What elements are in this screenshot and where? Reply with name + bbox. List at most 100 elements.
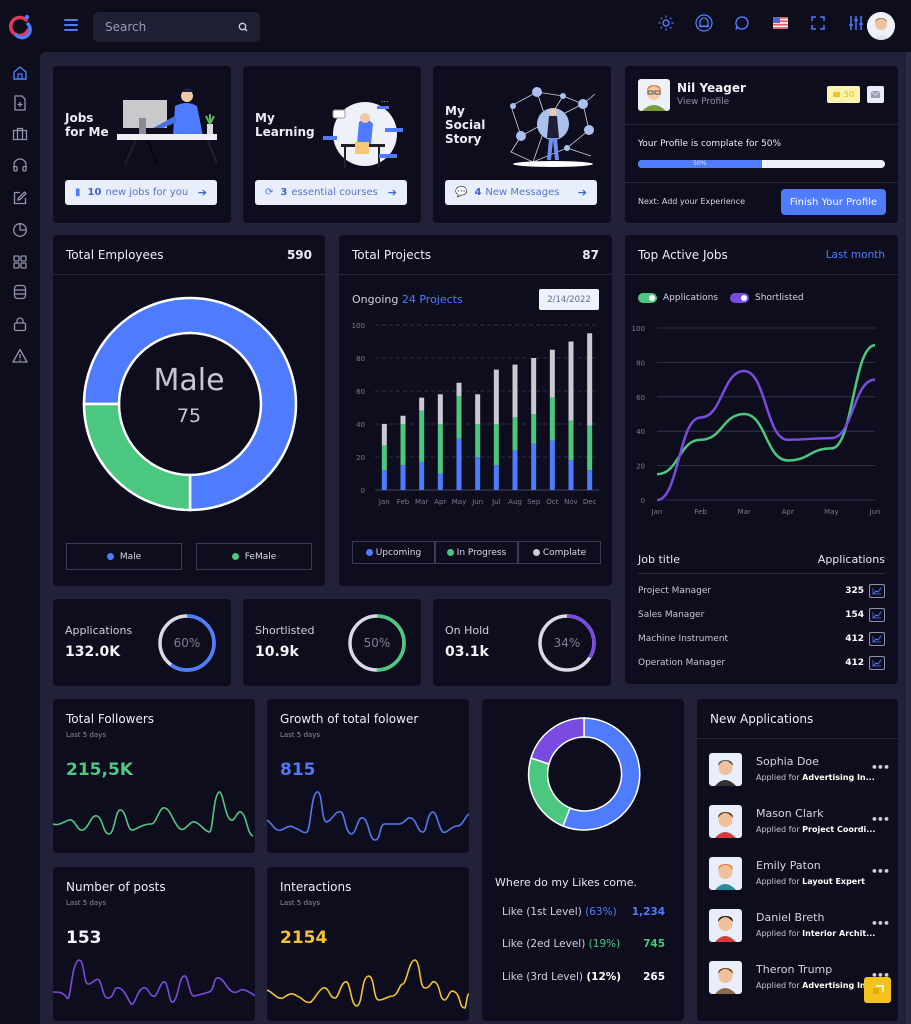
stat-label: On Hold: [445, 624, 490, 637]
legend-male[interactable]: Male: [66, 543, 182, 570]
application-item[interactable]: Mason Clark Applied for Project Coordi...…: [709, 805, 897, 839]
upcoming-dot-icon: [365, 549, 373, 556]
finish-profile-button[interactable]: Finish Your Profile: [781, 189, 886, 215]
more-options-button[interactable]: •••: [870, 865, 890, 878]
svg-text:May: May: [452, 498, 466, 506]
new-applications-card: New Applications Sophia Doe Applied for A…: [697, 699, 898, 1021]
application-item[interactable]: Emily Paton Applied for Layout Expert •••: [709, 857, 897, 891]
page-scrollbar[interactable]: [906, 52, 911, 1024]
new-messages-button[interactable]: 💬 4 New Messages ➔: [445, 180, 597, 205]
social-network-illustration: [510, 87, 596, 167]
jobs-for-me-card: Jobs for Me ▮ 10 new jobs for you ➔: [53, 66, 231, 223]
essential-courses-button[interactable]: ⟳ 3 essential courses ➔: [255, 180, 407, 205]
trend-chart-button[interactable]: [869, 656, 885, 670]
growth-sparkline: [267, 791, 469, 841]
svg-text:Dec: Dec: [583, 498, 597, 506]
job-row: Project Manager 325: [638, 583, 885, 599]
stat-value: 10.9k: [255, 644, 299, 660]
notifications-button[interactable]: [695, 14, 713, 32]
card-title: Top Active Jobs: [638, 247, 728, 262]
warning-icon[interactable]: [12, 348, 28, 364]
legend-upcoming[interactable]: Upcoming: [352, 541, 435, 564]
more-options-button[interactable]: •••: [870, 761, 890, 774]
app-logo-icon[interactable]: [6, 12, 34, 40]
mail-button[interactable]: [867, 86, 884, 103]
applicant-name: Daniel Breth: [756, 911, 825, 924]
grid-icon[interactable]: [12, 254, 28, 270]
mail-icon: [871, 91, 880, 98]
on-hold-progress-ring: 34%: [538, 614, 596, 672]
female-dot-icon: [231, 553, 239, 560]
svg-text:100: 100: [632, 325, 645, 333]
svg-text:Mar: Mar: [738, 508, 751, 516]
svg-text:80: 80: [636, 359, 645, 367]
applicant-avatar-icon: [715, 916, 736, 942]
period-selector[interactable]: Last month: [825, 248, 885, 261]
view-profile-link[interactable]: View Profile: [677, 97, 730, 107]
applications-toggle[interactable]: [638, 293, 657, 303]
donut-center-value: 75: [176, 405, 202, 427]
projects-total: 87: [582, 247, 599, 262]
total-followers-card: Total Followers Last 5 days 215,5K: [53, 699, 255, 853]
job-title: Sales Manager: [638, 610, 705, 620]
shortlisted-toggle[interactable]: [729, 293, 749, 303]
coins-badge[interactable]: 50: [827, 86, 860, 103]
top-bar: [0, 0, 911, 52]
profile-avatar[interactable]: [638, 79, 670, 111]
application-item[interactable]: Sophia Doe Applied for Advertising In... •…: [709, 753, 897, 787]
card-title: Growth of total folower: [280, 712, 419, 726]
applicant-avatar: [709, 961, 742, 994]
arrow-right-icon: ➔: [197, 186, 207, 199]
svg-text:Jun: Jun: [869, 508, 881, 516]
svg-text:Aug: Aug: [508, 498, 522, 506]
chat-icon: [735, 16, 749, 30]
employees-total: 590: [286, 247, 312, 262]
trend-chart-button[interactable]: [869, 608, 885, 622]
headphones-icon[interactable]: [12, 157, 28, 173]
lock-icon[interactable]: [12, 316, 28, 332]
likes-donut-chart[interactable]: [526, 716, 642, 832]
more-options-button[interactable]: •••: [870, 813, 890, 826]
legend-complete[interactable]: Complate: [518, 541, 601, 564]
fullscreen-button[interactable]: [809, 14, 827, 32]
projects-bar-chart[interactable]: 0 20 40 60 80 100 Jan Feb Mar Apr May Jun Jul Aug Sep O…: [347, 320, 607, 520]
search-box[interactable]: [93, 12, 260, 42]
applicant-avatar-icon: [715, 864, 736, 890]
theme-toggle-button[interactable]: [657, 14, 675, 32]
legend-in-progress[interactable]: In Progress: [435, 541, 518, 564]
card-title: Total Projects: [352, 247, 432, 262]
interactions-sparkline: [267, 959, 469, 1009]
user-avatar[interactable]: [867, 12, 895, 40]
new-jobs-button[interactable]: ▮ 10 new jobs for you ➔: [65, 180, 217, 205]
menu-toggle-button[interactable]: [64, 19, 78, 31]
file-plus-icon[interactable]: [12, 95, 28, 111]
svg-text:Jan: Jan: [378, 498, 390, 506]
application-item[interactable]: Daniel Breth Applied for Interior Archit.…: [709, 909, 897, 943]
more-options-button[interactable]: •••: [870, 917, 890, 930]
application-item[interactable]: Theron Trump Applied for Advertising In..…: [709, 961, 897, 995]
trend-chart-button[interactable]: [869, 584, 885, 598]
layout-icon: [872, 985, 884, 994]
svg-text:60: 60: [356, 388, 365, 396]
search-input[interactable]: [105, 20, 225, 34]
briefcase-icon[interactable]: [12, 126, 28, 142]
messages-button[interactable]: [733, 14, 751, 32]
language-button[interactable]: [771, 14, 789, 32]
employees-donut-chart[interactable]: [78, 292, 302, 516]
active-jobs-line-chart[interactable]: 0 20 40 60 80 100 Jan Feb Mar Apr May Jun: [631, 320, 893, 530]
line-chart-icon: [872, 611, 882, 619]
floating-action-button[interactable]: [864, 977, 891, 1003]
legend-female[interactable]: FeMale: [196, 543, 312, 570]
settings-button[interactable]: [847, 14, 865, 32]
trend-chart-button[interactable]: [869, 632, 885, 646]
applicant-name: Sophia Doe: [756, 755, 819, 768]
stat-value: 132.0K: [65, 644, 121, 660]
coin-icon: [832, 92, 840, 97]
applicant-name: Emily Paton: [756, 859, 821, 872]
database-icon[interactable]: [12, 284, 28, 300]
date-picker[interactable]: 2/14/2022: [539, 289, 599, 310]
home-icon[interactable]: [12, 65, 28, 81]
edit-icon[interactable]: [12, 190, 28, 206]
search-icon[interactable]: [238, 22, 248, 32]
pie-chart-icon[interactable]: [12, 222, 28, 238]
